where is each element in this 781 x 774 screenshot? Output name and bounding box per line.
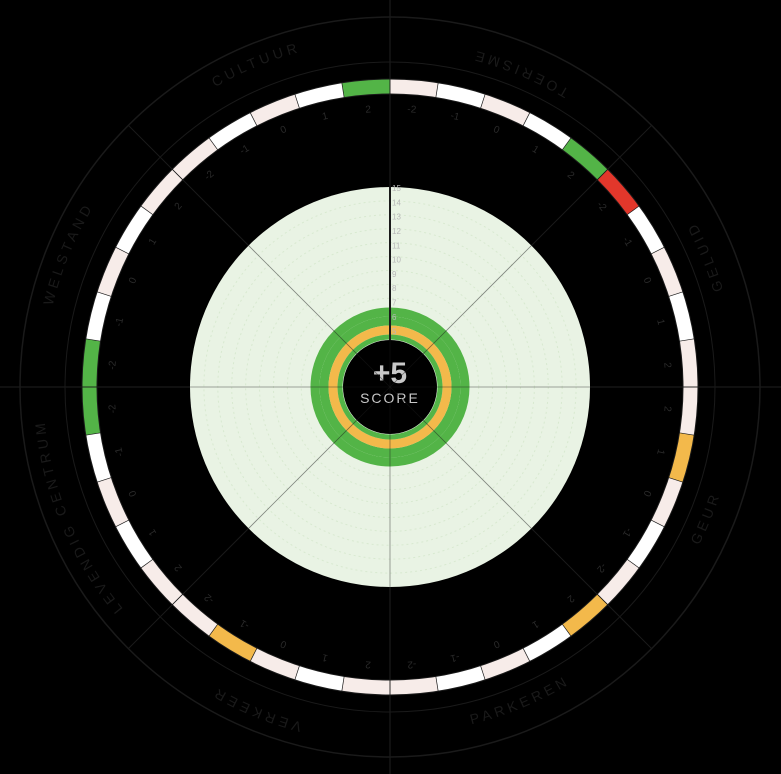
scale-label: 8 — [392, 284, 397, 293]
tick-label: -2 — [407, 104, 417, 116]
scale-label: 15 — [392, 184, 401, 193]
scale-label: 5 — [392, 327, 397, 336]
scale-label: 9 — [392, 270, 397, 279]
scale-label: 12 — [392, 227, 401, 236]
scale-label: 14 — [392, 198, 401, 207]
tick-label: -2 — [107, 404, 119, 414]
scale-label: 10 — [392, 256, 401, 265]
scale-label: 13 — [392, 213, 401, 222]
tick-label: -2 — [107, 360, 119, 370]
scale-label: 7 — [392, 299, 397, 308]
scale-label: 11 — [392, 241, 401, 250]
tick-label: -2 — [407, 658, 417, 670]
radial-chart: -2-1012-2-1012-2-1012-2-1012210-1-2210-1… — [0, 0, 781, 774]
scale-label: 6 — [392, 313, 397, 322]
